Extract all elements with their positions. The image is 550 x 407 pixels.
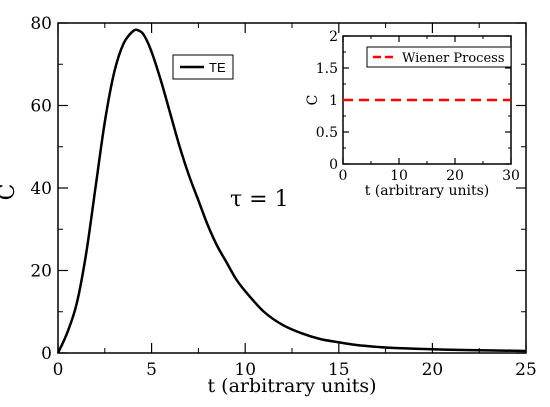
y-tick-label: 0 xyxy=(41,344,52,364)
x-tick-label: 10 xyxy=(234,360,256,380)
main-y-axis-label: C xyxy=(0,184,20,201)
x-tick-label: 30 xyxy=(502,168,520,184)
y-tick-label: 1 xyxy=(329,93,338,109)
main-x-axis-label: t (arbitrary units) xyxy=(208,375,377,397)
x-tick-label: 20 xyxy=(446,168,464,184)
y-tick-label: 1.5 xyxy=(316,61,338,77)
y-tick-label: 80 xyxy=(30,14,52,34)
x-tick-label: 5 xyxy=(146,360,157,380)
x-tick-label: 25 xyxy=(515,360,537,380)
x-tick-label: 0 xyxy=(53,360,64,380)
y-tick-label: 20 xyxy=(30,262,52,282)
x-tick-label: 15 xyxy=(328,360,350,380)
inset-axis-ticks xyxy=(342,35,512,165)
series-line-te xyxy=(56,28,527,354)
x-tick-label: 0 xyxy=(339,168,348,184)
main-axis-ticks xyxy=(57,22,527,354)
y-tick-label: 2 xyxy=(329,29,338,45)
main-legend: TE xyxy=(172,54,234,80)
inset-legend-box xyxy=(366,46,512,68)
inset-legend-label: Wiener Process xyxy=(402,51,505,66)
tau-annotation: τ = 1 xyxy=(230,187,289,212)
inset-tick-labels: 0 10 20 30 0 0.5 1 1.5 2 xyxy=(316,29,520,184)
y-tick-label: 0 xyxy=(329,157,338,173)
y-tick-label: 40 xyxy=(30,179,52,199)
inset-legend: Wiener Process xyxy=(366,46,512,68)
main-legend-label: TE xyxy=(209,60,226,75)
y-tick-label: 60 xyxy=(30,97,52,117)
x-tick-label: 20 xyxy=(422,360,444,380)
inset-y-axis-label: C xyxy=(305,95,321,106)
y-tick-label: 0.5 xyxy=(316,125,338,141)
inset-x-axis-label: t (arbitrary units) xyxy=(365,183,490,199)
x-tick-label: 10 xyxy=(390,168,408,184)
